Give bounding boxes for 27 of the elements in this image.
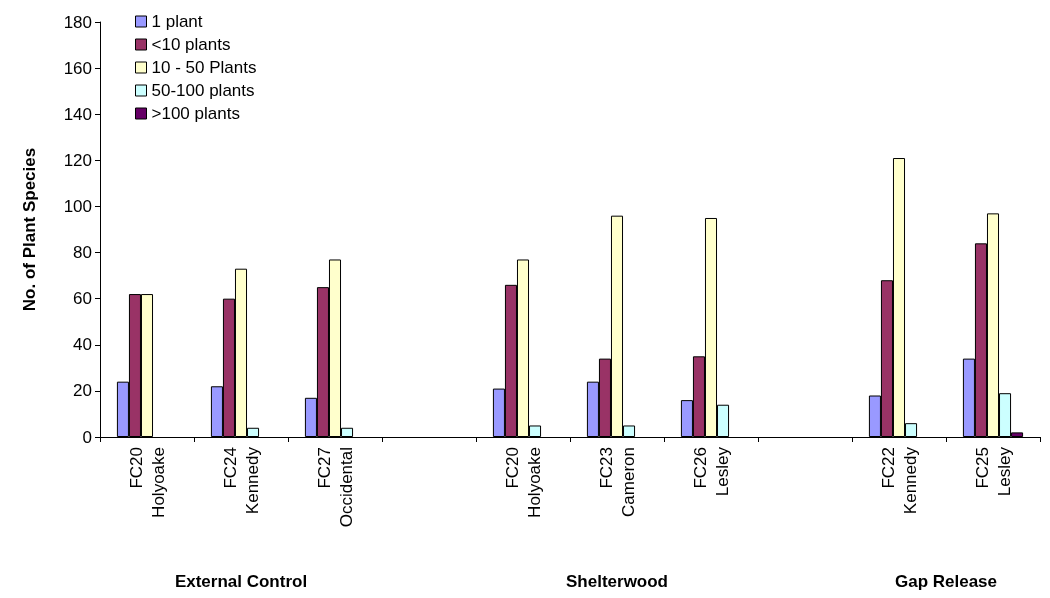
- y-tick-label: 180: [63, 12, 92, 32]
- x-tick-label: FC25 Lesley: [972, 446, 1014, 497]
- y-tick-label: 80: [73, 243, 92, 263]
- y-axis-title: No. of Plant Species: [20, 147, 39, 312]
- x-tick-label: FC23 Cameron: [596, 447, 638, 517]
- y-tick-label: 140: [63, 104, 92, 124]
- y-tick-label: 100: [63, 196, 92, 216]
- x-tick-label: FC22 Kennedy: [878, 446, 920, 515]
- y-tick-label: 20: [73, 381, 92, 401]
- legend-label: 50-100 plants: [151, 81, 255, 100]
- text: Shelterwood: [565, 572, 669, 591]
- y-tick-label: 120: [63, 150, 92, 170]
- x-tick-label: FC26 Lesley: [690, 446, 732, 497]
- legend-label: >100 plants: [151, 104, 240, 123]
- legend-label: 1 plant: [151, 12, 203, 31]
- legend-label: 10 - 50 Plants: [151, 58, 257, 77]
- y-tick-label: 160: [63, 58, 92, 78]
- text: External Control: [174, 572, 308, 591]
- y-tick-label: 0: [82, 427, 92, 447]
- legend-label: <10 plants: [151, 35, 231, 54]
- y-tick-label: 40: [73, 335, 92, 355]
- x-tick-label: FC24 Kennedy: [220, 446, 262, 515]
- y-tick-label: 60: [73, 289, 92, 309]
- x-tick-label: FC20 Holyoake: [502, 447, 544, 518]
- x-tick-label: FC20 Holyoake: [126, 447, 168, 518]
- text: Gap Release: [894, 572, 998, 591]
- x-tick-label: FC27 Occidental: [314, 447, 356, 528]
